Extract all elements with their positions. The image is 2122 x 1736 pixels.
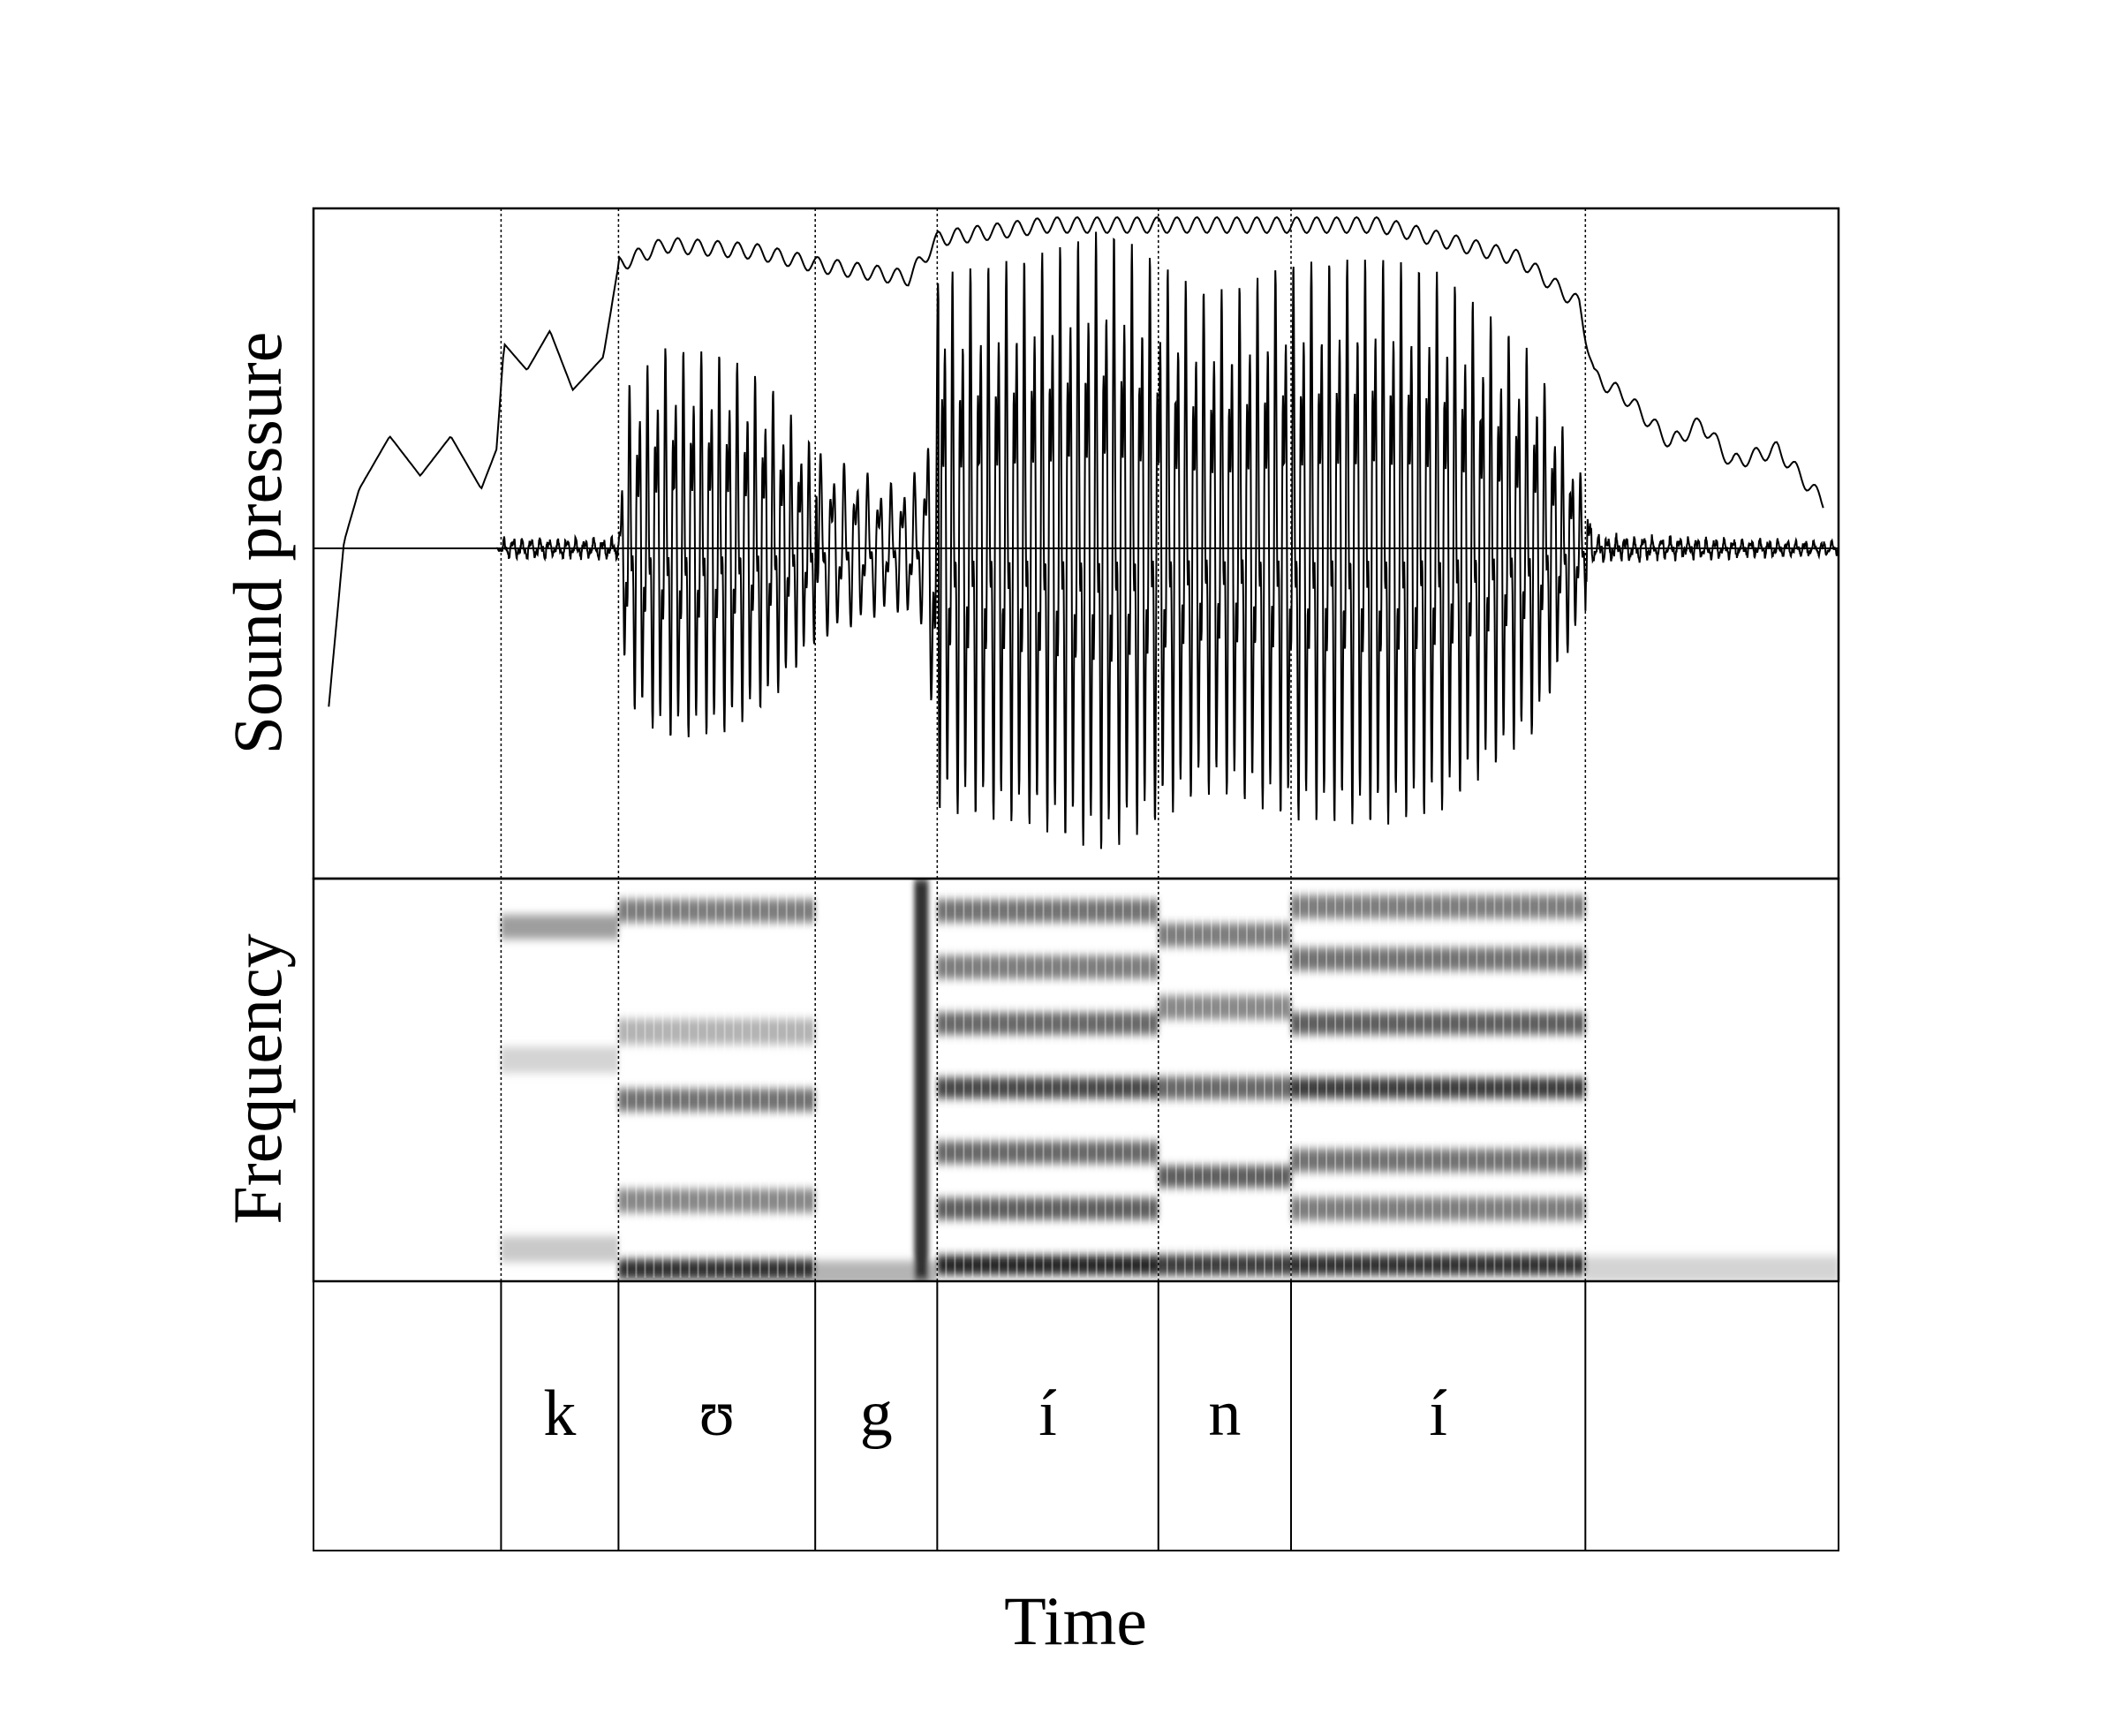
- segment-label: k: [543, 1377, 576, 1450]
- formant-band: [937, 1012, 1159, 1035]
- formant-band: [1291, 894, 1586, 918]
- spectrogram-striations: [617, 882, 1584, 1278]
- formant-band: [815, 1260, 938, 1281]
- spectrogram-panel: [501, 879, 1839, 1281]
- segment-boundaries: [500, 208, 1587, 1551]
- segment-label: í: [1038, 1377, 1057, 1450]
- formant-band: [937, 1141, 1159, 1164]
- formant-band: [618, 1189, 816, 1213]
- segmentation-frame: [313, 1280, 1839, 1551]
- segment-label: í: [1429, 1377, 1447, 1450]
- spectrogram-y-axis-label: Frequency: [219, 933, 296, 1224]
- formant-band: [618, 1259, 816, 1279]
- amplitude-envelope-trace: [328, 215, 1824, 707]
- formant-band: [618, 1019, 816, 1045]
- segment-label: n: [1208, 1377, 1241, 1450]
- formant-band: [618, 1089, 816, 1112]
- formant-band: [1291, 1255, 1586, 1276]
- x-axis-label: Time: [1004, 1582, 1147, 1659]
- waveform-y-axis-label: Sound pressure: [219, 332, 296, 755]
- release-burst: [914, 879, 929, 1281]
- formant-band: [1585, 1256, 1839, 1281]
- formant-band: [501, 1046, 619, 1074]
- oscillogram-trace: [313, 231, 1839, 849]
- formant-band: [501, 914, 619, 940]
- formant-band: [1291, 947, 1586, 970]
- formant-band: [618, 899, 816, 923]
- waveform-panel: [313, 215, 1839, 849]
- formant-band: [1158, 1076, 1292, 1099]
- formant-band: [1291, 1077, 1586, 1098]
- formant-band: [501, 1235, 619, 1263]
- formant-band: [937, 1077, 1159, 1098]
- formant-band: [1291, 1196, 1586, 1220]
- formant-band: [1291, 1149, 1586, 1172]
- formant-band: [937, 1255, 1159, 1275]
- formant-band: [1158, 923, 1292, 947]
- formant-band: [937, 955, 1159, 979]
- formant-band: [1158, 995, 1292, 1020]
- formant-band: [1158, 1166, 1292, 1188]
- formant-band: [937, 899, 1159, 923]
- segment-label: g: [860, 1377, 893, 1450]
- formant-band: [937, 1197, 1159, 1220]
- formant-band: [1158, 1255, 1292, 1276]
- segment-label: ʊ: [699, 1377, 735, 1450]
- formant-band: [1291, 1012, 1586, 1035]
